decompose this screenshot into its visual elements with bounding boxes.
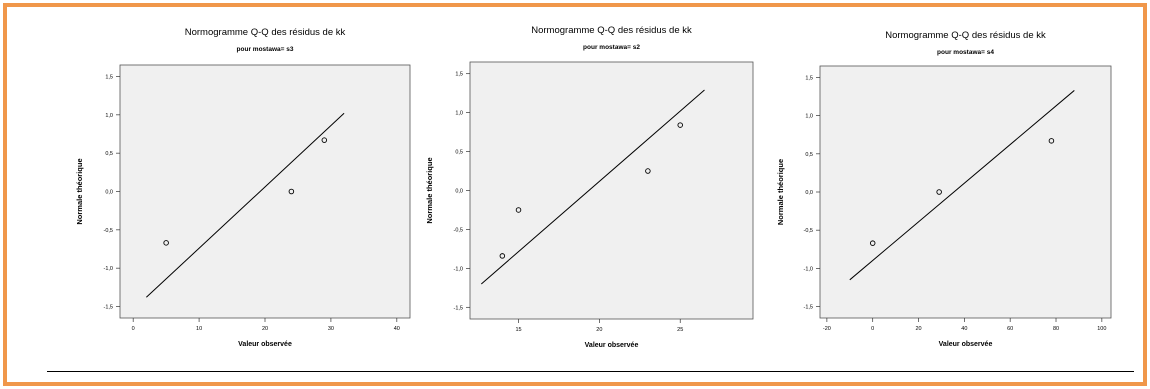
x-tick-label: 15 (515, 327, 521, 333)
x-tick-label: 25 (677, 327, 683, 333)
qq-plots: Normogramme Q-Q des résidus de kk pour mo… (75, 25, 1112, 349)
x-tick-label: 80 (1053, 326, 1059, 332)
y-tick-label: 0,0 (105, 190, 113, 196)
y-tick-label: 1,0 (105, 113, 113, 119)
x-tick-label: 10 (196, 326, 202, 332)
chart-subtitle: pour mostawa= s4 (937, 49, 994, 56)
x-axis-label: Valeur observée (585, 342, 639, 349)
data-point (645, 168, 651, 174)
bottom-rule (47, 371, 1134, 372)
x-axis-label: Valeur observée (238, 341, 292, 348)
y-axis-label: Normale théorique (75, 158, 84, 224)
x-tick-label: 60 (1007, 326, 1013, 332)
y-tick-label: 0,5 (805, 152, 813, 158)
x-tick-label: 0 (132, 326, 135, 332)
y-tick-label: 0,5 (455, 150, 463, 156)
plot-area (819, 65, 1112, 319)
x-tick-label: 30 (328, 326, 334, 332)
y-tick-label: 1,0 (455, 111, 463, 117)
x-tick-label: 40 (961, 326, 967, 332)
data-point (321, 137, 328, 143)
y-tick-label: -1,0 (804, 266, 813, 272)
chart-subtitle: pour mostawa= s3 (237, 46, 294, 53)
y-tick-label: 0,0 (455, 189, 463, 195)
x-tick-label: 20 (262, 326, 268, 332)
chart-title: Normogramme Q-Q des résidus de kk (531, 25, 692, 36)
data-point (288, 188, 295, 195)
plot-area (469, 61, 754, 320)
y-tick-label: -1,5 (804, 305, 813, 311)
data-point (499, 253, 506, 259)
y-tick-label: -1,5 (104, 305, 113, 311)
y-tick-label: 1,0 (805, 114, 813, 120)
reference-line (849, 90, 1075, 281)
y-tick-label: -0,5 (104, 228, 113, 234)
y-tick-label: -0,5 (804, 228, 813, 234)
y-tick-label: 1,5 (105, 75, 113, 81)
x-tick-label: 100 (1097, 326, 1106, 332)
y-tick-label: -0,5 (454, 227, 463, 233)
chart-title: Normogramme Q-Q des résidus de kk (885, 30, 1046, 41)
x-tick-label: -20 (823, 326, 831, 332)
y-axis-label: Normale théorique (776, 159, 785, 225)
y-tick-label: -1,5 (454, 305, 463, 311)
x-tick-label: 0 (871, 326, 874, 332)
data-point (163, 240, 169, 246)
data-point (515, 207, 522, 213)
data-point (869, 240, 876, 246)
x-tick-label: 40 (394, 326, 400, 332)
data-point (677, 122, 683, 128)
y-axis-label: Normale théorique (425, 157, 434, 223)
chart-subtitle: pour mostawa= s2 (583, 44, 640, 51)
figure-frame: Normogramme Q-Q des résidus de kk pour mo… (3, 3, 1147, 386)
y-tick-label: 1,5 (455, 72, 463, 78)
x-tick-label: 20 (596, 327, 602, 333)
x-axis-label: Valeur observée (939, 341, 993, 348)
y-tick-label: -1,0 (454, 266, 463, 272)
y-tick-label: -1,0 (104, 266, 113, 272)
reference-line (480, 89, 705, 285)
y-tick-label: 1,5 (805, 75, 813, 81)
y-tick-label: 0,0 (805, 190, 813, 196)
chart-title: Normogramme Q-Q des résidus de kk (185, 27, 346, 38)
reference-line (146, 112, 345, 298)
data-point (1048, 138, 1055, 144)
plot-area (119, 64, 411, 319)
y-tick-label: 0,5 (105, 151, 113, 157)
data-point (936, 189, 942, 195)
x-tick-label: 20 (915, 326, 921, 332)
